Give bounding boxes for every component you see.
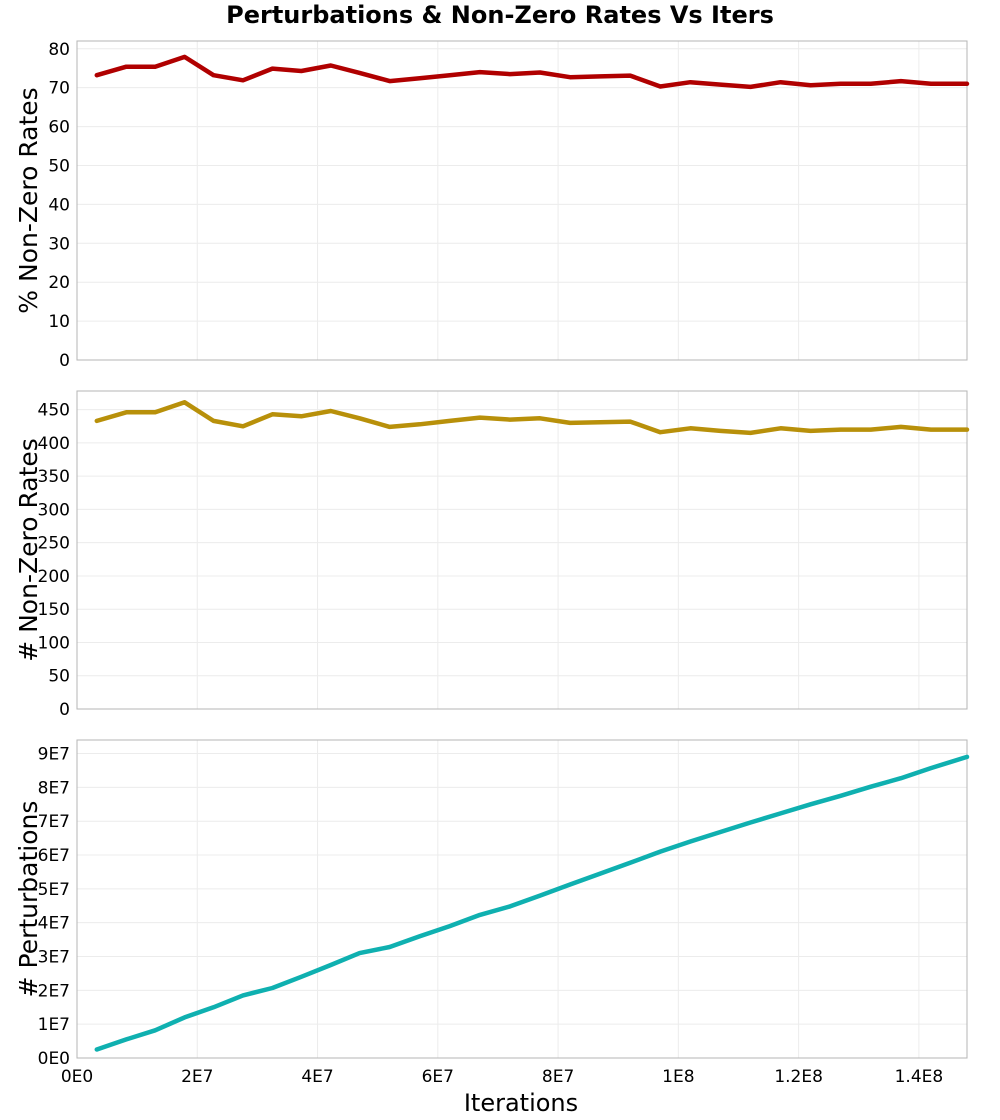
y-axis-label-2: # Non-Zero Rates (14, 438, 43, 662)
y-tick-label-2-5: 250 (38, 534, 70, 554)
y-tick-label-3-2: 2E7 (38, 981, 70, 1001)
y-tick-label-1-8: 80 (48, 40, 70, 60)
series-line-3 (94, 754, 970, 1052)
y-tick-label-2-3: 150 (38, 600, 70, 620)
y-tick-label-2-0: 0 (59, 700, 70, 720)
x-tick-label-7: 1.4E8 (895, 1067, 944, 1087)
plot-frame-1 (76, 40, 968, 361)
y-axis-label-3: # Perturbations (14, 801, 43, 998)
y-tick-label-2-1: 50 (48, 667, 70, 687)
x-tick-label-6: 1.2E8 (774, 1067, 823, 1087)
y-tick-label-3-7: 7E7 (38, 812, 70, 832)
y-tick-label-1-0: 0 (59, 351, 70, 371)
y-tick-label-1-4: 40 (48, 195, 70, 215)
plot-frame-2 (76, 390, 968, 710)
y-tick-label-3-9: 9E7 (38, 745, 70, 765)
x-tick-label-0: 0E0 (61, 1067, 93, 1087)
y-tick-label-1-7: 70 (48, 79, 70, 99)
y-tick-label-3-1: 1E7 (38, 1015, 70, 1035)
y-tick-label-1-1: 10 (48, 312, 70, 332)
x-tick-label-5: 1E8 (662, 1067, 694, 1087)
y-tick-label-2-4: 200 (38, 567, 70, 587)
y-tick-label-3-3: 3E7 (38, 948, 70, 968)
y-tick-label-3-8: 8E7 (38, 778, 70, 798)
series-line-1 (94, 54, 970, 90)
y-tick-label-1-2: 20 (48, 273, 70, 293)
x-tick-label-4: 8E7 (542, 1067, 574, 1087)
x-tick-label-1: 2E7 (181, 1067, 213, 1087)
series-line-2 (94, 400, 970, 436)
x-tick-label-2: 4E7 (301, 1067, 333, 1087)
chart-panel-1: 0 10 20 30 40 50 60 70 80 % Non-Zero Rates (14, 40, 970, 371)
y-tick-label-1-6: 60 (48, 118, 70, 138)
y-tick-label-3-0: 0E0 (38, 1049, 70, 1069)
plot-frame-3 (76, 739, 968, 1059)
chart-panel-3: 0E0 1E7 2E7 3E7 4E7 5E7 6E7 7E7 8E7 9E7 # Perturba… (14, 739, 970, 1087)
y-tick-label-2-9: 450 (38, 401, 70, 421)
y-tick-label-1-3: 30 (48, 234, 70, 254)
y-tick-label-1-5: 50 (48, 156, 70, 176)
chart-panel-2: 0 50 100 150 200 250 300 350 400 450 # Non-Zero Ra… (14, 390, 970, 720)
y-tick-label-2-2: 100 (38, 633, 70, 653)
x-tick-label-3: 6E7 (422, 1067, 454, 1087)
y-axis-label-1: % Non-Zero Rates (14, 87, 43, 313)
y-tick-label-2-7: 350 (38, 467, 70, 487)
chart-title: Perturbations & Non-Zero Rates Vs Iters (226, 1, 774, 29)
y-tick-label-2-8: 400 (38, 434, 70, 454)
y-tick-label-3-4: 4E7 (38, 914, 70, 934)
x-axis-label: Iterations (464, 1089, 578, 1117)
y-tick-label-2-6: 300 (38, 500, 70, 520)
y-tick-label-3-5: 5E7 (38, 880, 70, 900)
y-tick-label-3-6: 6E7 (38, 846, 70, 866)
